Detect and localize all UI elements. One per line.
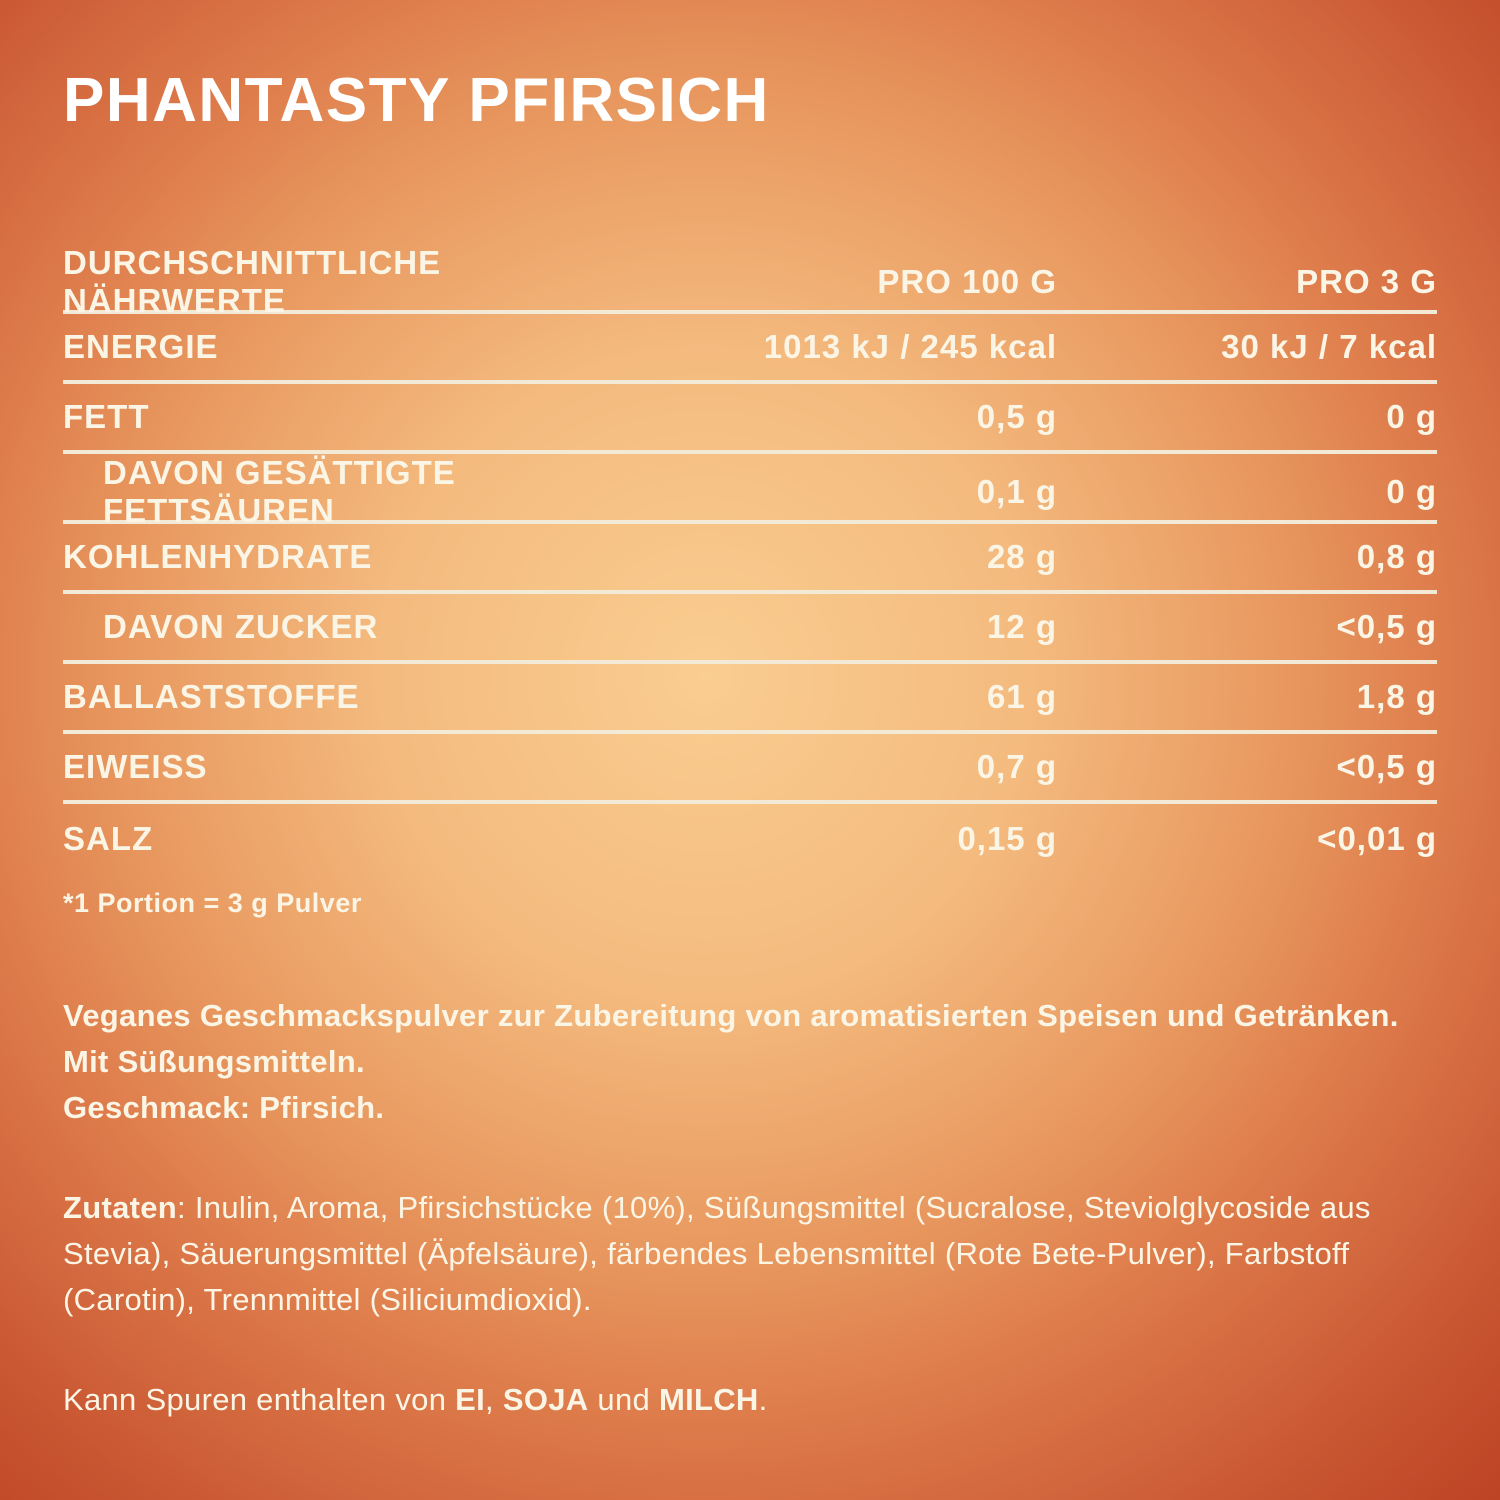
- allergen-milk: MILCH: [658, 1382, 759, 1417]
- row-value-per-100g: 1013 kJ / 245 kcal: [763, 328, 1057, 365]
- row-label: DAVON ZUCKER: [103, 608, 379, 645]
- row-value-per-3g: 0 g: [1386, 473, 1437, 510]
- ingredients-paragraph: Zutaten: Inulin, Aroma, Pfirsichstücke (…: [63, 1139, 1437, 1323]
- table-row: ENERGIE 1013 kJ / 245 kcal 30 kJ / 7 kca…: [63, 314, 1437, 384]
- nutrition-table: DURCHSCHNITTLICHE NÄHRWERTE PRO 100 G PR…: [63, 244, 1437, 874]
- row-label: SALZ: [63, 820, 154, 857]
- portion-footnote: *1 Portion = 3 g Pulver: [63, 888, 362, 918]
- row-value-per-100g: 0,5 g: [976, 398, 1057, 435]
- product-title: PHANTASTY PFIRSICH: [63, 66, 770, 135]
- table-row: KOHLENHYDRATE 28 g 0,8 g: [63, 524, 1437, 594]
- row-value-per-3g: 30 kJ / 7 kcal: [1221, 328, 1437, 365]
- row-label: BALLASTSTOFFE: [63, 678, 360, 715]
- row-label: EIWEISS: [63, 748, 208, 785]
- table-row: EIWEISS 0,7 g <0,5 g: [63, 734, 1437, 804]
- table-header-nutrients: DURCHSCHNITTLICHE NÄHRWERTE: [63, 244, 442, 319]
- table-row: FETT 0,5 g 0 g: [63, 384, 1437, 454]
- row-value-per-3g: <0,5 g: [1336, 748, 1437, 785]
- row-value-per-3g: 0 g: [1386, 398, 1437, 435]
- row-value-per-100g: 61 g: [986, 678, 1057, 715]
- table-row: BALLASTSTOFFE 61 g 1,8 g: [63, 664, 1437, 734]
- allergen-egg: EI: [455, 1382, 486, 1417]
- row-value-per-3g: 0,8 g: [1356, 538, 1437, 575]
- table-header-per-3g: PRO 3 G: [1296, 263, 1437, 300]
- description-text: Veganes Geschmackspulver zur Zubereitung…: [63, 998, 1399, 1079]
- allergen-notice: Kann Spuren enthalten von EI, SOJA und M…: [63, 1331, 1437, 1423]
- row-value-per-100g: 12 g: [986, 608, 1057, 645]
- row-value-per-100g: 0,15 g: [957, 820, 1057, 857]
- allergen-soy: SOJA: [502, 1382, 589, 1417]
- table-row: DAVON ZUCKER 12 g <0,5 g: [63, 594, 1437, 664]
- flavor-text: Geschmack: Pfirsich.: [63, 1090, 385, 1125]
- row-value-per-3g: 1,8 g: [1356, 678, 1437, 715]
- row-value-per-3g: <0,5 g: [1336, 608, 1437, 645]
- row-value-per-100g: 0,7 g: [976, 748, 1057, 785]
- table-row: DAVON GESÄTTIGTE FETTSÄUREN 0,1 g 0 g: [63, 454, 1437, 529]
- allergen-prefix: Kann Spuren enthalten von: [63, 1382, 456, 1417]
- allergen-separator: und: [588, 1382, 659, 1417]
- ingredients-list: : Inulin, Aroma, Pfirsichstücke (10%), S…: [63, 1190, 1371, 1317]
- row-value-per-100g: 0,1 g: [976, 473, 1057, 510]
- allergen-suffix: .: [758, 1382, 768, 1417]
- row-value-per-3g: <0,01 g: [1317, 820, 1437, 857]
- table-row: SALZ 0,15 g <0,01 g: [63, 804, 1437, 874]
- table-header-per-100g: PRO 100 G: [877, 263, 1057, 300]
- row-label: DAVON GESÄTTIGTE FETTSÄUREN: [103, 454, 456, 529]
- row-value-per-100g: 28 g: [986, 538, 1057, 575]
- row-label: FETT: [63, 398, 150, 435]
- ingredients-label: Zutaten: [63, 1190, 178, 1225]
- allergen-separator: ,: [485, 1382, 503, 1417]
- table-header-row: DURCHSCHNITTLICHE NÄHRWERTE PRO 100 G PR…: [63, 244, 1437, 319]
- row-label: KOHLENHYDRATE: [63, 538, 373, 575]
- product-description: Veganes Geschmackspulver zur Zubereitung…: [63, 993, 1437, 1131]
- row-label: ENERGIE: [63, 328, 219, 365]
